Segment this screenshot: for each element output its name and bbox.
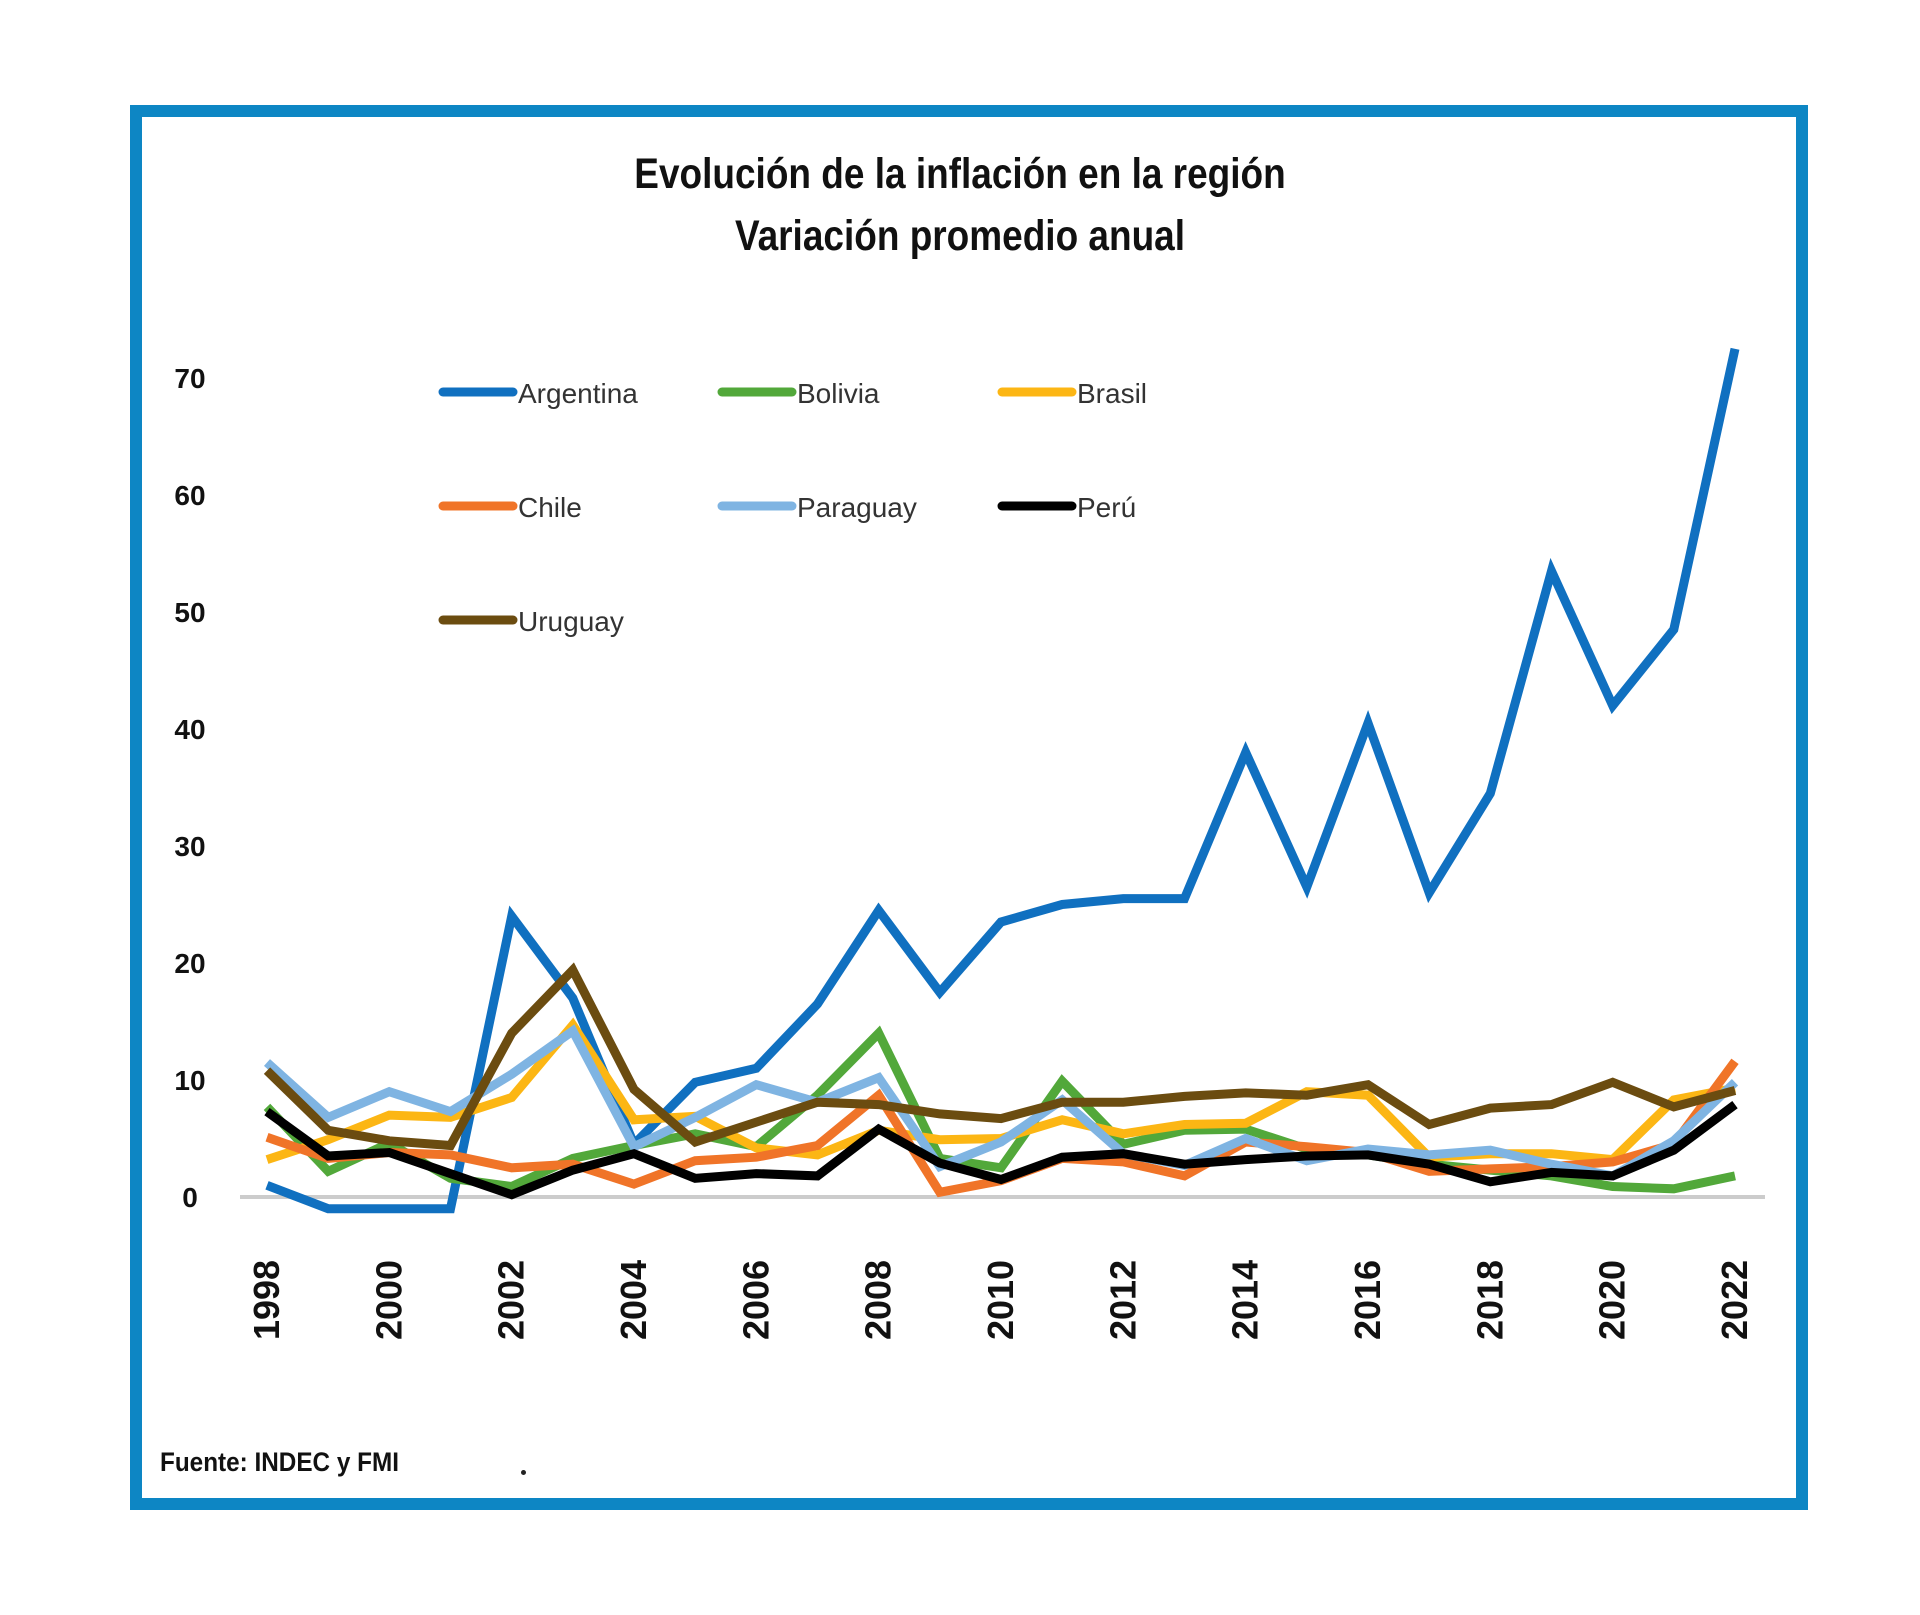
- y-tick-label: 60: [174, 480, 205, 511]
- y-tick-label: 0: [182, 1182, 198, 1213]
- legend-label-uruguay: Uruguay: [518, 606, 624, 637]
- legend-label-per: Perú: [1077, 492, 1136, 523]
- y-tick-label: 30: [174, 831, 205, 862]
- x-tick-label: 1998: [246, 1260, 287, 1340]
- x-tick-label: 2012: [1102, 1260, 1143, 1340]
- legend-label-paraguay: Paraguay: [797, 492, 917, 523]
- x-tick-label: 2022: [1714, 1260, 1755, 1340]
- legend-label-bolivia: Bolivia: [797, 378, 880, 409]
- source-note: Fuente: INDEC y FMI: [160, 1447, 399, 1477]
- legend-label-chile: Chile: [518, 492, 582, 523]
- x-tick-label: 2004: [613, 1260, 654, 1340]
- legend: Argentina Bolivia Brasil Chile Paraguay Perú U…: [438, 378, 1147, 637]
- chart-frame: [130, 105, 1808, 1510]
- series-line-uruguay: [263, 962, 1737, 1151]
- y-axis-ticks: 0 10 20 30 40 50 60 70: [174, 363, 205, 1213]
- y-tick-label: 40: [174, 714, 205, 745]
- x-tick-label: 2014: [1225, 1260, 1266, 1340]
- y-tick-label: 20: [174, 948, 205, 979]
- y-tick-label: 10: [174, 1065, 205, 1096]
- series-lines: [263, 347, 1740, 1214]
- y-tick-label: 50: [174, 597, 205, 628]
- series-line-per: [264, 1100, 1738, 1200]
- x-tick-label: 2000: [368, 1260, 409, 1340]
- x-tick-label: 2016: [1347, 1260, 1388, 1340]
- x-tick-label: 2006: [735, 1260, 776, 1340]
- x-tick-label: 2008: [858, 1260, 899, 1340]
- x-tick-label: 2010: [980, 1260, 1021, 1340]
- y-tick-label: 70: [174, 363, 205, 394]
- x-tick-label: 2002: [491, 1260, 532, 1340]
- series-line-paraguay: [263, 1024, 1739, 1181]
- chart-title: Evolución de la inflación en la región: [634, 150, 1286, 198]
- legend-label-brasil: Brasil: [1077, 378, 1147, 409]
- x-tick-label: 2020: [1592, 1260, 1633, 1340]
- x-tick-label: 2018: [1469, 1260, 1510, 1340]
- x-axis-ticks: 1998 2000 2002 2004 2006 2008 2010 2012 2014 2016…: [246, 1260, 1755, 1340]
- legend-label-argentina: Argentina: [518, 378, 638, 409]
- series-line-argentina: [265, 347, 1740, 1214]
- stray-dot: [521, 1470, 526, 1475]
- chart-subtitle: Variación promedio anual: [734, 212, 1186, 260]
